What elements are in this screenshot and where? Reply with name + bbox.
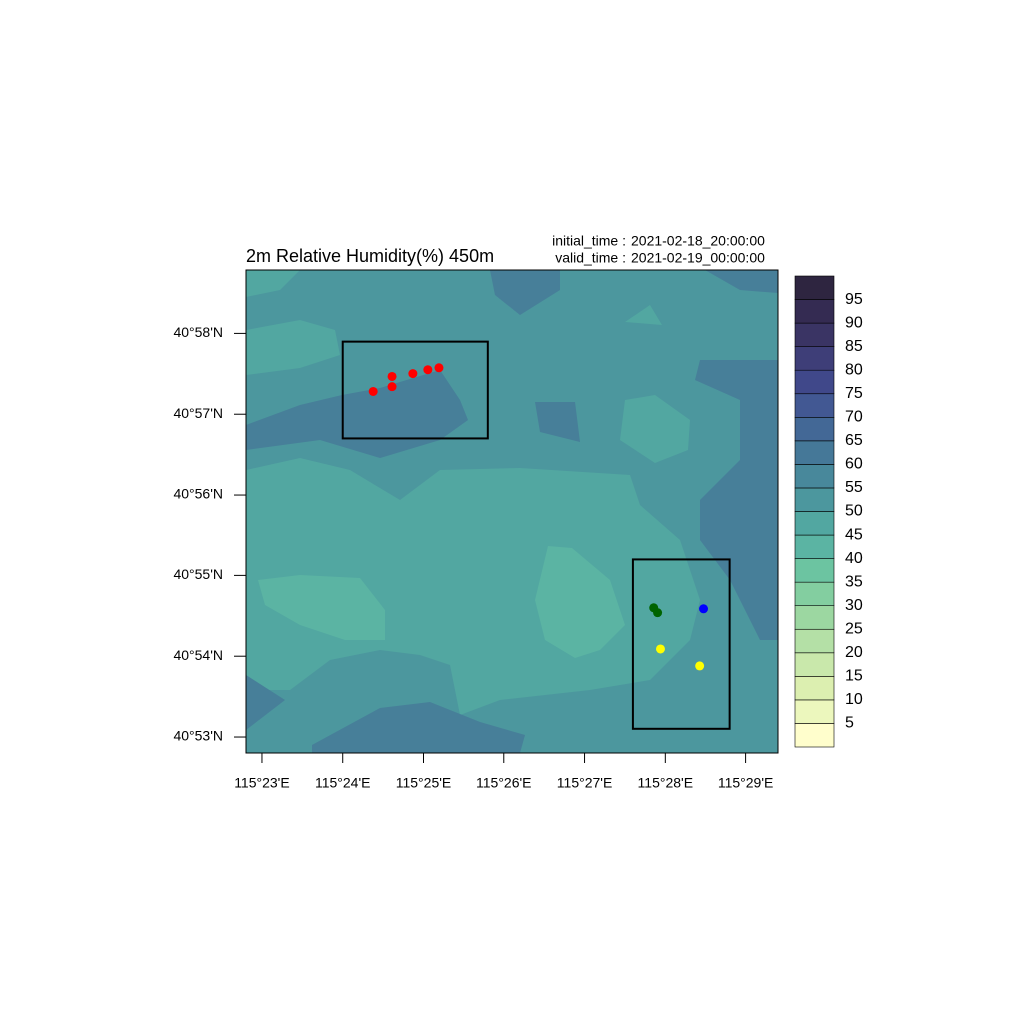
colorbar-box [794, 534, 835, 559]
colorbar-label: 30 [845, 597, 863, 614]
colorbar-box [794, 605, 835, 630]
initial-time-label: initial_time : [552, 233, 626, 249]
x-tick-label: 115°28'E [638, 775, 694, 791]
colorbar-label: 40 [845, 550, 863, 567]
colorbar-label: 35 [845, 573, 863, 590]
colorbar-label: 20 [845, 644, 863, 661]
y-tick-label: 40°53'N [173, 728, 223, 744]
colorbar-box [794, 369, 835, 395]
colorbar-label: 95 [845, 291, 863, 308]
y-tick-label: 40°56'N [173, 486, 223, 502]
plot-frame [245, 269, 779, 754]
colorbar-label: 85 [845, 338, 863, 355]
station-point [368, 386, 378, 396]
colorbar-label: 55 [845, 479, 863, 496]
colorbar-box [794, 322, 835, 347]
colorbar-box [794, 346, 835, 371]
colorbar-box [794, 416, 835, 442]
colorbar-label: 45 [845, 526, 863, 543]
colorbar-box [794, 440, 835, 465]
colorbar-label: 60 [845, 456, 863, 473]
contour-field [246, 270, 778, 753]
region-box [631, 558, 731, 730]
station-point [387, 371, 397, 381]
colorbar-box [794, 699, 835, 724]
x-tick-label: 115°23'E [234, 775, 290, 791]
station-point [655, 644, 665, 654]
colorbar-label: 50 [845, 503, 863, 520]
colorbar-label: 15 [845, 668, 863, 685]
colorbar-box [794, 393, 835, 418]
x-tick-label: 115°27'E [557, 775, 613, 791]
colorbar-label: 10 [845, 691, 863, 708]
colorbar-label: 75 [845, 385, 863, 402]
station-point [423, 365, 433, 375]
x-tick-label: 115°25'E [396, 775, 452, 791]
data-layer: 115°23'E 115°24'E 115°25'E 115°26'E 115°27'E… [173, 275, 863, 791]
colorbar-box [794, 723, 835, 748]
station-point [653, 608, 663, 618]
colorbar-box [794, 464, 835, 489]
colorbar-box [794, 676, 835, 701]
y-tick-label: 40°54'N [173, 647, 223, 663]
region-box [341, 340, 489, 440]
colorbar-label: 70 [845, 409, 863, 426]
y-tick-label: 40°57'N [173, 405, 223, 421]
x-tick-label: 115°24'E [315, 775, 371, 791]
map-title: 2m Relative Humidity(%) 450m [246, 246, 494, 266]
station-point [434, 363, 444, 373]
colorbar-box [794, 628, 835, 654]
station-point [695, 661, 705, 671]
station-point [387, 382, 397, 392]
colorbar-label: 80 [845, 361, 863, 378]
station-point [699, 604, 709, 614]
colorbar-box [794, 487, 835, 512]
initial-time: 2021-02-18_20:00:00 [631, 233, 765, 249]
y-tick-label: 40°55'N [173, 566, 223, 582]
x-tick-label: 115°26'E [476, 775, 532, 791]
colorbar-label: 65 [845, 432, 863, 449]
colorbar-label: 25 [845, 620, 863, 637]
valid-time-label: valid_time : [555, 250, 626, 266]
x-tick-label: 115°29'E [718, 775, 774, 791]
colorbar-box [794, 511, 835, 536]
colorbar-box [794, 652, 835, 677]
colorbar-box [794, 299, 835, 324]
colorbar-box [794, 275, 835, 300]
station-point [408, 369, 418, 379]
valid-time: 2021-02-19_00:00:00 [631, 250, 765, 266]
colorbar-label: 5 [845, 715, 854, 732]
colorbar-label: 90 [845, 314, 863, 331]
colorbar-box [794, 581, 835, 607]
colorbar-box [794, 558, 835, 583]
y-tick-label: 40°58'N [173, 324, 223, 340]
